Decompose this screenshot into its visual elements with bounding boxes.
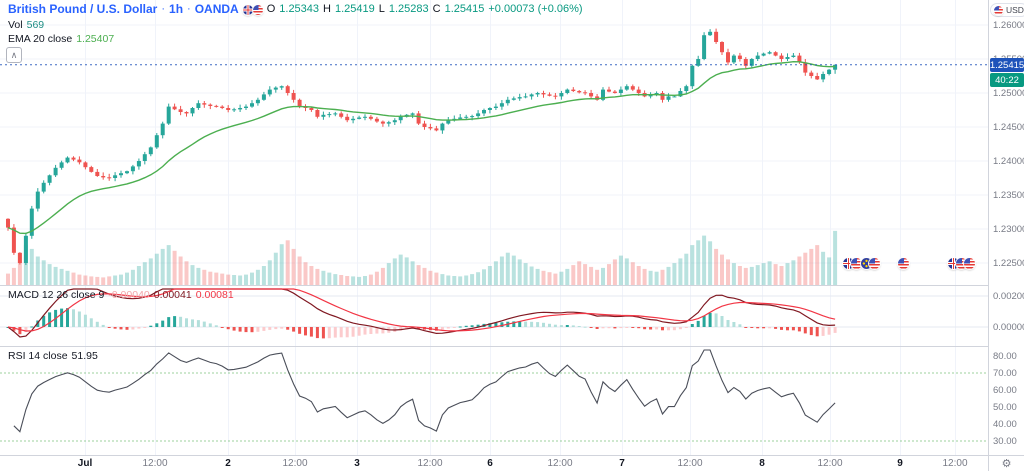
us-flag-icon (964, 258, 975, 269)
gb-flag-icon (948, 258, 959, 269)
price-pane[interactable] (0, 0, 988, 286)
close-value: 1.25415 (444, 3, 485, 15)
us-flag-icon (869, 258, 880, 269)
currency-chip-label: USD (1006, 5, 1024, 15)
ema-legend[interactable]: EMA 20 close 1.25407 (8, 33, 114, 46)
legend-separator: · (161, 3, 166, 15)
pane-separator[interactable] (0, 285, 988, 286)
pane-collapse-button[interactable]: ∧ (6, 47, 22, 63)
price-scale[interactable]: USD 1.25415 40:22 1.260001.255001.250001… (988, 0, 1024, 455)
usd-flag-icon (252, 4, 263, 15)
time-axis-label: 6 (487, 458, 493, 469)
time-axis-label: 12:00 (142, 458, 168, 469)
volume-legend[interactable]: Vol 569 (8, 19, 44, 32)
usd-flag-icon (994, 5, 1003, 15)
open-value: 1.25343 (279, 3, 320, 15)
bar-countdown-badge: 40:22 (990, 73, 1024, 87)
macd-hist-value: -0.00040 (108, 289, 150, 301)
time-axis-label: 12:00 (942, 458, 968, 469)
close-label: C (432, 3, 441, 15)
candlestick-chart[interactable] (0, 0, 988, 290)
rsi-pane[interactable] (0, 347, 988, 455)
open-label: O (266, 3, 276, 15)
time-axis-label: 12:00 (417, 458, 443, 469)
gb-flag-icon (843, 258, 854, 269)
rsi-axis-label: 50.00 (993, 402, 1017, 413)
high-label: H (323, 3, 331, 15)
time-axis-label: 12:00 (282, 458, 308, 469)
volume-legend-label: Vol (8, 19, 23, 31)
last-price-badge: 1.25415 (989, 58, 1024, 72)
macd-line-value: 0.00041 (153, 289, 192, 301)
time-axis-label: 8 (759, 458, 765, 469)
economic-event-icon[interactable] (861, 258, 880, 269)
us-flag-icon (851, 258, 862, 269)
volume-legend-value: 569 (26, 19, 45, 31)
time-axis-label: 12:00 (677, 458, 703, 469)
rsi-legend[interactable]: RSI 14 close 51.95 (8, 350, 98, 363)
rsi-chart[interactable] (0, 347, 988, 460)
economic-event-icon[interactable] (843, 258, 862, 269)
rsi-axis-label: 70.00 (993, 368, 1017, 379)
time-axis-label: 12:00 (547, 458, 573, 469)
macd-chart[interactable] (0, 286, 988, 351)
economic-event-icon[interactable] (948, 258, 967, 269)
macd-signal-value: 0.00081 (195, 289, 234, 301)
price-axis-label: 1.23500 (993, 190, 1024, 201)
price-axis-label: 1.24500 (993, 122, 1024, 133)
rsi-legend-value: 51.95 (71, 350, 98, 362)
low-label: L (378, 3, 385, 15)
rsi-axis-label: 30.00 (993, 436, 1017, 447)
time-axis-label: 3 (354, 458, 360, 469)
currency-toggle[interactable]: USD (990, 3, 1024, 17)
settings-gear-icon[interactable]: ⚙ (1001, 458, 1012, 470)
time-axis-label: 2 (225, 458, 231, 469)
ema-legend-value: 1.25407 (76, 33, 115, 45)
pane-separator[interactable] (0, 346, 988, 347)
price-axis-label: 1.25000 (993, 88, 1024, 99)
macd-legend[interactable]: MACD 12 26 close 9 -0.00040 0.00041 0.00… (8, 289, 234, 302)
us-flag-icon (956, 258, 967, 269)
rsi-axis-label: 80.00 (993, 351, 1017, 362)
time-axis-label: 12:00 (817, 458, 843, 469)
time-axis-label: 9 (897, 458, 903, 469)
eu-flag-icon (861, 258, 872, 269)
macd-pane[interactable] (0, 286, 988, 346)
macd-legend-label: MACD 12 26 close 9 (8, 289, 105, 301)
axis-corner: ⚙ (988, 455, 1024, 471)
economic-event-icon[interactable] (898, 258, 909, 269)
ema-legend-label: EMA 20 close (8, 33, 73, 45)
price-axis-label: 1.23000 (993, 224, 1024, 235)
interval-label[interactable]: 1h (169, 2, 184, 16)
low-value: 1.25283 (388, 3, 429, 15)
high-value: 1.25419 (334, 3, 375, 15)
gbp-flag-icon (242, 4, 253, 15)
rsi-legend-label: RSI 14 close (8, 350, 68, 362)
change-value: +0.00073 (+0.06%) (488, 3, 583, 15)
rsi-axis-label: 40.00 (993, 419, 1017, 430)
legend-separator: · (187, 3, 191, 15)
macd-axis-label: 0.00000 (993, 322, 1024, 333)
economic-event-icon[interactable] (964, 258, 975, 269)
chevron-up-icon: ∧ (10, 49, 18, 60)
macd-axis-label: 0.00200 (993, 291, 1024, 302)
rsi-axis-label: 60.00 (993, 385, 1017, 396)
exchange-label[interactable]: OANDA (194, 2, 239, 16)
main-legend[interactable]: British Pound / U.S. Dollar · 1h · OANDA… (8, 3, 583, 16)
price-axis-label: 1.24000 (993, 156, 1024, 167)
time-axis-label: 7 (619, 458, 625, 469)
price-axis-label: 1.26000 (993, 20, 1024, 31)
us-flag-icon (898, 258, 909, 269)
symbol-title[interactable]: British Pound / U.S. Dollar (8, 2, 158, 16)
time-axis-label: Jul (77, 458, 93, 469)
time-scale[interactable]: Jul 12:00 2 12:00 3 12:00 6 12:00 7 12:00 8 12:00 9 1… (0, 455, 988, 471)
price-axis-label: 1.22500 (993, 258, 1024, 269)
